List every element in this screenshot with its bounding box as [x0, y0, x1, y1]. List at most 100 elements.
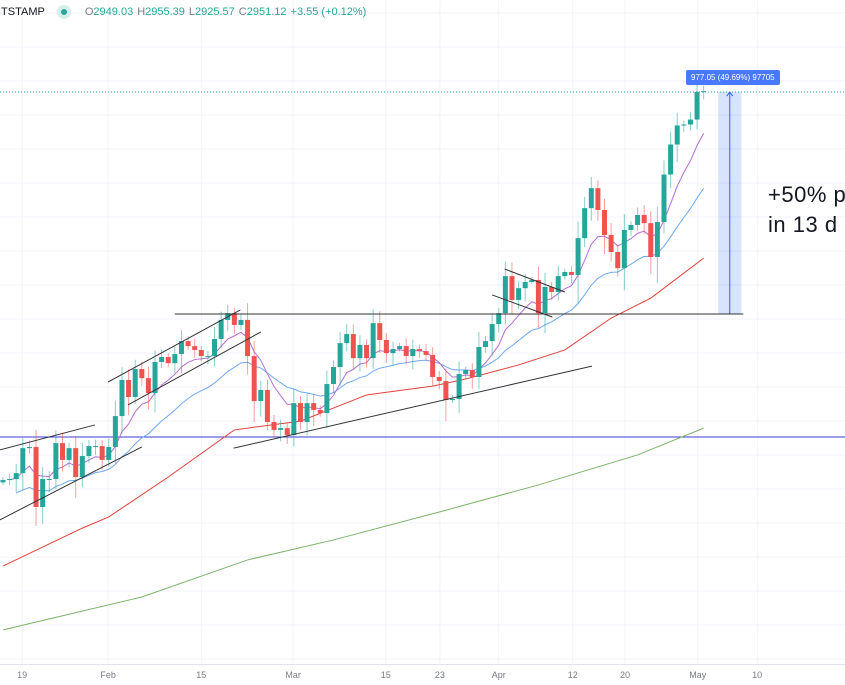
chart-annotation: +50% p in 13 d: [768, 180, 845, 240]
measure-label: 977.05 (49.69%) 97705: [686, 70, 780, 85]
candle-body: [588, 188, 594, 209]
candle-body: [205, 356, 211, 358]
candle-body: [40, 479, 46, 507]
candle-body: [568, 272, 574, 275]
candle-body: [311, 403, 317, 410]
candle-body: [278, 428, 284, 430]
candle-body: [403, 346, 409, 357]
candle-body: [608, 234, 614, 253]
candle-body: [397, 346, 403, 350]
candle-body: [615, 252, 621, 269]
candle-body: [53, 443, 59, 480]
ema-mid-line: [16, 187, 705, 494]
candle-body: [516, 288, 522, 300]
change-value: +3.55 (+0.12%): [290, 6, 367, 18]
candle-body: [456, 374, 462, 400]
candle-body: [337, 343, 343, 367]
candle-body: [628, 224, 634, 230]
candle-body: [297, 403, 303, 422]
candle-body: [212, 339, 218, 357]
candle-body: [13, 473, 19, 480]
candle-body: [139, 369, 145, 379]
candle-body: [33, 446, 39, 507]
candle-body: [648, 223, 654, 258]
candle-body: [192, 346, 198, 350]
time-tick-label: May: [689, 670, 707, 680]
candle-body: [7, 479, 13, 481]
candle-body: [324, 384, 330, 414]
open-value: 2949.03: [93, 6, 134, 18]
measure-arrow-head-icon: [726, 91, 734, 97]
price-chart[interactable]: [0, 0, 845, 664]
candle-body: [251, 356, 257, 402]
candle-body: [489, 324, 495, 342]
candle-body: [641, 214, 647, 224]
candle-body: [73, 448, 79, 477]
trendline: [127, 331, 262, 406]
time-tick-label: 23: [434, 670, 445, 680]
candle-body: [284, 428, 290, 435]
candle-body: [317, 409, 323, 414]
candle-body: [701, 91, 707, 93]
candle-body: [93, 446, 99, 448]
candle-body: [198, 349, 204, 357]
candle-body: [483, 341, 489, 347]
candle-body: [350, 334, 356, 359]
trendline: [504, 268, 566, 293]
candle-body: [126, 379, 132, 397]
candle-body: [364, 344, 370, 359]
candle-body: [26, 446, 32, 449]
candle-body: [132, 369, 138, 397]
trendline: [0, 446, 143, 521]
candle-body: [377, 323, 383, 340]
low-value: 2925.57: [195, 6, 235, 18]
time-tick-label: 10: [752, 670, 763, 680]
time-tick-label: 19: [17, 670, 28, 680]
trendline: [491, 294, 553, 318]
candle-body: [370, 323, 376, 359]
candle-body: [185, 341, 191, 347]
candle-body: [106, 446, 112, 460]
candle-body: [687, 119, 693, 125]
candle-body: [542, 287, 548, 314]
time-axis[interactable]: 19 Feb 15 Mar 15 23 Apr 12 20 May 10: [0, 664, 845, 685]
candle-body: [271, 421, 277, 430]
candle-body: [502, 276, 508, 314]
time-tick-label: Apr: [491, 670, 506, 680]
candle-body: [119, 379, 125, 417]
candle-body: [46, 479, 52, 481]
time-tick-label: Feb: [100, 670, 116, 680]
candle-body: [529, 279, 535, 283]
candle-body: [443, 381, 449, 400]
candle-body: [463, 369, 469, 375]
candle-body: [535, 279, 541, 314]
candle-body: [496, 313, 502, 325]
candle-body: [509, 276, 515, 300]
candle-body: [264, 389, 270, 422]
candle-body: [304, 403, 310, 422]
candle-body: [562, 272, 568, 277]
candle-body: [152, 361, 158, 394]
time-tick-label: 15: [196, 670, 207, 680]
close-label: C: [238, 6, 247, 18]
candle-body: [112, 416, 118, 447]
candle-body: [555, 276, 561, 293]
candle-body: [344, 334, 350, 344]
symbol-source: ITSTAMP: [0, 6, 45, 18]
trendline: [0, 424, 96, 451]
candle-body: [218, 319, 224, 340]
candle-body: [654, 222, 660, 258]
candle-body: [595, 188, 601, 210]
candle-body: [59, 443, 65, 460]
time-tick-label: 20: [619, 670, 631, 680]
candle-body: [159, 356, 165, 362]
candle-body: [245, 319, 251, 357]
candle-body: [66, 448, 72, 460]
candle-body: [668, 144, 674, 175]
candle-body: [449, 399, 455, 401]
candle-body: [99, 446, 105, 460]
open-label: O: [84, 6, 94, 18]
candle-body: [681, 124, 687, 126]
candle-body: [291, 403, 297, 435]
candle-body: [410, 349, 416, 357]
